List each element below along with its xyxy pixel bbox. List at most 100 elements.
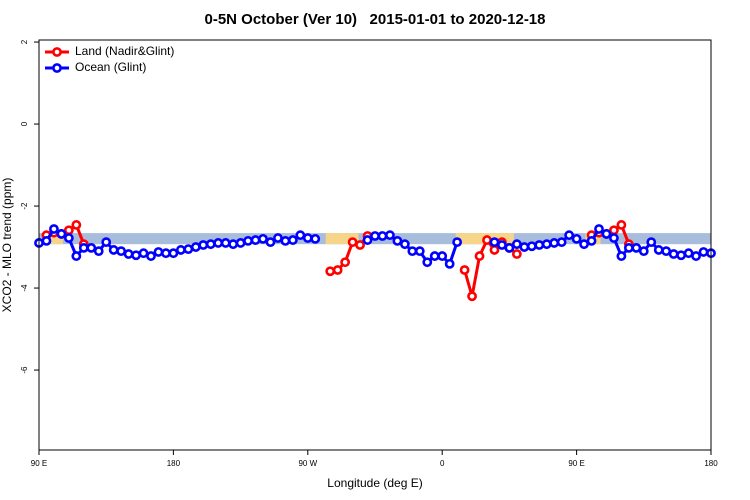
point <box>347 237 358 248</box>
point <box>399 239 410 250</box>
point <box>616 220 627 230</box>
point <box>444 258 455 269</box>
point <box>541 239 552 250</box>
point <box>93 246 104 257</box>
point <box>235 238 246 248</box>
point <box>310 233 321 244</box>
x-tick-label: 90 W <box>298 459 317 468</box>
point <box>661 246 672 257</box>
point <box>571 233 582 244</box>
legend-marker <box>52 47 62 57</box>
point <box>497 240 507 250</box>
point <box>228 239 239 250</box>
point <box>101 237 112 248</box>
point <box>414 246 425 257</box>
point <box>355 240 365 250</box>
point <box>407 246 418 257</box>
x-tick-label: 90 E <box>31 459 47 468</box>
point <box>161 248 171 259</box>
point <box>302 233 313 243</box>
point <box>370 231 380 241</box>
point <box>190 242 201 252</box>
point <box>676 250 687 261</box>
point <box>511 239 522 250</box>
point <box>489 245 500 255</box>
point <box>534 240 545 250</box>
point <box>280 235 291 246</box>
point <box>243 235 253 246</box>
point <box>452 237 463 248</box>
point <box>168 248 179 259</box>
point <box>526 241 537 252</box>
point <box>422 257 433 268</box>
point <box>198 240 209 250</box>
point <box>175 245 186 255</box>
point <box>609 225 619 236</box>
point <box>183 244 194 254</box>
chart-title: 0-5N October (Ver 10) 2015-01-01 to 2020… <box>204 11 545 28</box>
point <box>78 242 89 253</box>
point <box>116 246 127 257</box>
point <box>273 233 283 243</box>
point <box>691 251 701 261</box>
point <box>638 246 649 257</box>
point <box>265 237 276 248</box>
point <box>56 229 67 239</box>
band <box>47 233 63 245</box>
point <box>377 231 388 241</box>
y-tick-label: -6 <box>20 366 29 374</box>
point <box>631 242 642 253</box>
point <box>392 235 403 246</box>
x-axis-label: Longitude (deg E) <box>327 476 422 490</box>
point <box>153 247 164 257</box>
point <box>220 238 231 248</box>
x-tick-label: 0 <box>440 459 445 468</box>
point <box>63 225 74 236</box>
point <box>437 251 448 261</box>
legend-label: Land (Nadir&Glint) <box>75 44 174 58</box>
point <box>564 230 575 241</box>
band <box>325 233 359 245</box>
point <box>325 266 336 277</box>
point <box>340 257 351 268</box>
point <box>213 238 224 248</box>
point <box>556 237 567 248</box>
point <box>586 235 597 246</box>
point <box>467 291 477 302</box>
point <box>429 251 440 261</box>
point <box>683 248 694 259</box>
point <box>668 249 679 259</box>
point <box>623 242 634 253</box>
point <box>250 235 261 245</box>
point <box>616 251 627 261</box>
point <box>601 229 612 239</box>
point <box>332 265 343 275</box>
point <box>362 235 373 245</box>
x-tick-label: 180 <box>167 459 181 468</box>
point <box>698 247 709 257</box>
plot-frame <box>38 39 712 451</box>
point <box>41 235 52 246</box>
point <box>549 238 560 248</box>
point <box>71 220 82 230</box>
point <box>504 242 515 253</box>
point <box>594 224 604 234</box>
x-tick-label: 90 E <box>568 459 584 468</box>
point <box>258 233 268 244</box>
legend-label: Ocean (Glint) <box>75 60 146 74</box>
point <box>138 248 149 259</box>
point <box>146 251 156 261</box>
point <box>287 235 298 245</box>
y-tick-label: 2 <box>20 39 29 44</box>
point <box>609 233 619 243</box>
point <box>482 235 492 245</box>
y-tick-label: -4 <box>20 284 29 292</box>
point <box>474 251 485 261</box>
point <box>511 249 522 259</box>
point <box>108 245 119 255</box>
y-tick-label: -2 <box>20 202 29 210</box>
point <box>205 239 216 250</box>
x-tick-label: 180 <box>704 459 718 468</box>
point <box>653 245 664 255</box>
